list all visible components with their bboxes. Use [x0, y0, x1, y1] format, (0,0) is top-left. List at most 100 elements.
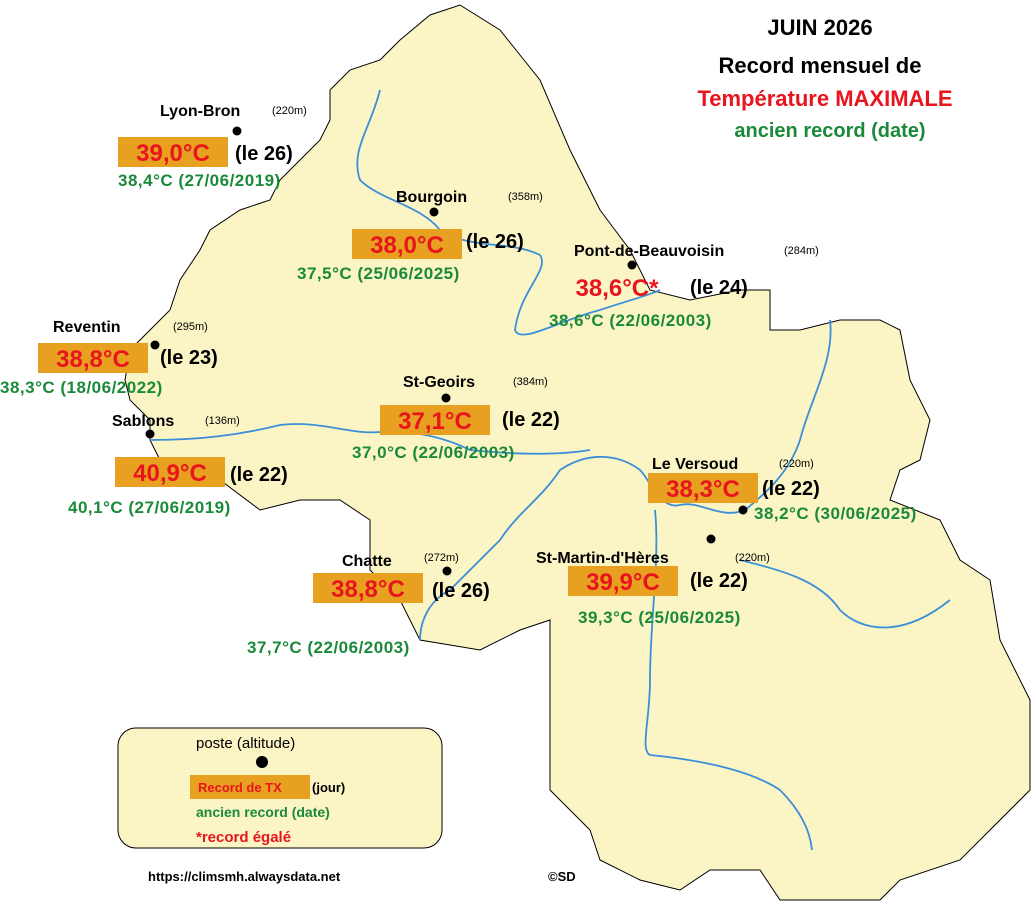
title-part: MAXIMALE	[835, 86, 952, 111]
record-day: (le 22)	[502, 409, 560, 431]
station-dot	[627, 260, 637, 270]
station-dot	[232, 126, 242, 136]
title-line: JUIN 2026	[767, 15, 872, 40]
record-text: 38,8°C	[56, 346, 130, 373]
record-text: 38,0°C	[370, 232, 444, 259]
station-dot	[442, 566, 452, 576]
legend-station: poste (altitude)	[196, 735, 295, 752]
record-value: 38,6°C	[576, 275, 650, 302]
station-dot	[706, 534, 716, 544]
old-record: 38,6°C (22/06/2003)	[549, 311, 712, 330]
record-value: 38,8°C	[331, 576, 405, 603]
station-name: Lyon-Bron	[160, 103, 240, 120]
record-value: 38,3°C	[666, 476, 740, 503]
legend: poste (altitude) Record de TX (jour) anc…	[117, 727, 443, 849]
station-name: St-Martin-d'Hères	[536, 550, 669, 567]
old-record: 37,0°C (22/06/2003)	[352, 443, 515, 462]
station-name: Le Versoud	[652, 456, 738, 473]
record-day: (le 22)	[690, 570, 748, 592]
record-day: (le 26)	[235, 143, 293, 165]
station-name: St-Geoirs	[403, 374, 475, 391]
station-name: Bourgoin	[396, 189, 467, 206]
station-altitude: (284m)	[784, 245, 819, 257]
record-box	[38, 343, 148, 373]
old-record: 38,3°C (18/06/2022)	[0, 378, 163, 397]
record-day: (le 23)	[160, 347, 218, 369]
title-line: Record mensuel de	[719, 53, 922, 78]
station: Chatte (272m) 38,8°C (le 26) 37,7°C (22/06/2…	[247, 552, 490, 657]
station: Sablons (136m) 40,9°C (le 22) 40,1°C (27/06/…	[68, 413, 288, 517]
record-box	[115, 457, 225, 487]
station-altitude: (136m)	[205, 415, 240, 427]
legend-old: ancien record (date)	[196, 804, 330, 820]
station-name: Pont-de-Beauvoisin	[574, 243, 724, 260]
record-text: 38,3°C	[666, 476, 740, 503]
station-dot	[441, 393, 451, 403]
station-altitude: (295m)	[173, 321, 208, 333]
station: Reventin (295m) 38,8°C (le 23) 38,3°C (18/06…	[0, 319, 218, 397]
record-box	[648, 473, 758, 503]
station-altitude: (220m)	[272, 105, 307, 117]
stations: Lyon-Bron (220m) 39,0°C (le 26) 38,4°C (27/0…	[0, 103, 917, 657]
station-altitude: (358m)	[508, 191, 543, 203]
record-value: 39,9°C	[586, 569, 660, 596]
record-box	[118, 137, 228, 167]
record-day: (le 22)	[762, 478, 820, 500]
legend-equal: *record égalé	[196, 829, 291, 846]
record-box	[352, 229, 462, 259]
title: JUIN 2026 Record mensuel de Température …	[697, 15, 952, 142]
record-text: 37,1°C	[398, 408, 472, 435]
station: Bourgoin (358m) 38,0°C (le 26) 37,5°C (25/06…	[297, 189, 543, 283]
old-record: 39,3°C (25/06/2025)	[578, 608, 741, 627]
record-text: 38,6°C*	[576, 275, 660, 302]
station: Lyon-Bron (220m) 39,0°C (le 26) 38,4°C (27/0…	[118, 103, 307, 190]
footer-credit: ©SD	[548, 869, 576, 884]
record-value: 39,0°C	[136, 140, 210, 167]
record-day: (le 26)	[432, 580, 490, 602]
record-text: 39,0°C	[136, 140, 210, 167]
station-altitude: (220m)	[779, 458, 814, 470]
record-day: (le 26)	[466, 231, 524, 253]
station: Pont-de-Beauvoisin (284m) 38,6°C* (le 24) 38…	[549, 243, 819, 330]
record-value: 38,0°C	[370, 232, 444, 259]
station: St-Geoirs (384m) 37,1°C (le 22) 37,0°C (22/0…	[352, 374, 560, 462]
station-altitude: (220m)	[735, 552, 770, 564]
title-part: Température	[697, 86, 829, 111]
station-dot	[738, 505, 748, 515]
legend-day: (jour)	[312, 780, 345, 795]
station-name: Reventin	[53, 319, 121, 336]
legend-record-box	[190, 775, 310, 799]
station-dot	[429, 207, 439, 217]
old-record: 38,2°C (30/06/2025)	[754, 504, 917, 523]
record-day: (le 24)	[690, 277, 748, 299]
legend-dot	[256, 756, 268, 768]
record-day: (le 22)	[230, 464, 288, 486]
record-value: 38,8°C	[56, 346, 130, 373]
record-value: 40,9°C	[133, 460, 207, 487]
record-box	[380, 405, 490, 435]
record-equal-mark: *	[649, 275, 659, 302]
record-text: 39,9°C	[586, 569, 660, 596]
title-line: ancien record (date)	[734, 120, 925, 142]
station-altitude: (272m)	[424, 552, 459, 564]
old-record: 37,7°C (22/06/2003)	[247, 638, 410, 657]
station: Le Versoud (220m) 38,3°C (le 22) 38,2°C (30/…	[648, 456, 917, 523]
old-record: 38,4°C (27/06/2019)	[118, 171, 281, 190]
station-altitude: (384m)	[513, 376, 548, 388]
record-box	[313, 573, 423, 603]
record-box	[568, 566, 678, 596]
record-text: 40,9°C	[133, 460, 207, 487]
old-record: 40,1°C (27/06/2019)	[68, 498, 231, 517]
legend-record: Record de TX	[198, 780, 282, 795]
station-dot	[145, 429, 155, 439]
record-text: 38,8°C	[331, 576, 405, 603]
old-record: 37,5°C (25/06/2025)	[297, 264, 460, 283]
rivers	[149, 89, 951, 851]
station-name: Sablons	[112, 413, 174, 430]
footer-url: https://climsmh.alwaysdata.net	[148, 869, 341, 884]
station-name: Chatte	[342, 553, 392, 570]
title-line: Température MAXIMALE	[697, 86, 952, 111]
record-value: 37,1°C	[398, 408, 472, 435]
station-dot	[150, 340, 160, 350]
